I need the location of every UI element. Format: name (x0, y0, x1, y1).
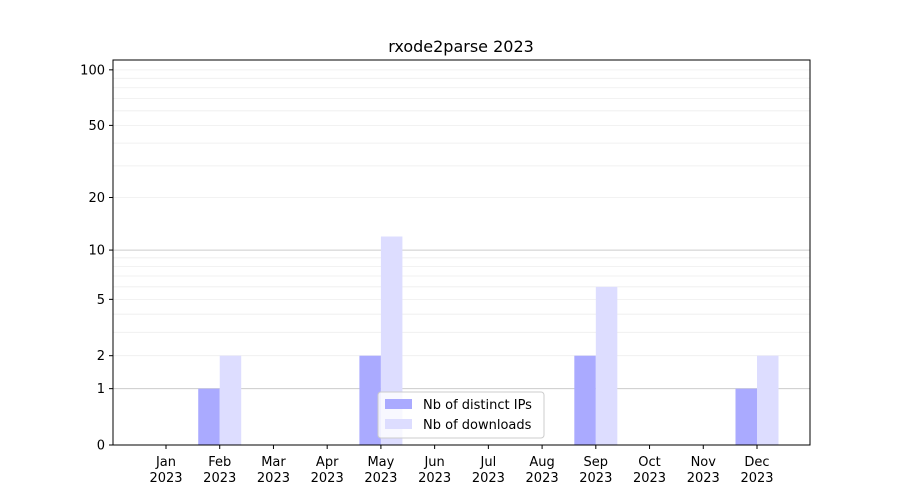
y-tick-label: 2 (97, 349, 105, 364)
y-tick-label: 50 (88, 119, 105, 134)
legend-swatch (385, 419, 412, 429)
y-tick-label: 10 (88, 244, 105, 259)
plot-frame (112, 59, 811, 446)
x-tick-label: Feb (208, 455, 231, 470)
x-tick-label: 2023 (203, 471, 236, 486)
y-tick-label: 0 (97, 439, 105, 454)
x-tick-label: Apr (316, 455, 339, 470)
y-tick-label: 1 (97, 382, 105, 397)
x-tick-label: Oct (638, 455, 660, 470)
x-tick-label: Aug (529, 455, 554, 470)
chart-title: rxode2parse 2023 (388, 37, 534, 56)
x-tick-label: 2023 (311, 471, 344, 486)
y-tick-label: 20 (88, 191, 105, 206)
legend-label: Nb of distinct IPs (423, 398, 532, 413)
bar-distinct-ips (198, 388, 220, 445)
x-tick-label: Dec (744, 455, 769, 470)
x-tick-label: Jul (480, 455, 497, 470)
bar-distinct-ips (574, 355, 596, 445)
bar-distinct-ips (735, 388, 757, 445)
x-tick-label: 2023 (364, 471, 397, 486)
bar-downloads (595, 286, 618, 445)
x-tick-label: 2023 (418, 471, 451, 486)
bar-downloads (219, 355, 242, 445)
x-tick-label: 2023 (687, 471, 720, 486)
x-tick-label: 2023 (740, 471, 773, 486)
x-tick-label: May (367, 455, 394, 470)
x-tick-label: 2023 (149, 471, 182, 486)
x-tick-label: Sep (584, 455, 609, 470)
y-tick-label: 100 (80, 63, 105, 78)
x-tick-label: 2023 (526, 471, 559, 486)
y-tick-label: 5 (97, 293, 105, 308)
x-tick-label: 2023 (257, 471, 290, 486)
x-tick-label: 2023 (633, 471, 666, 486)
x-tick-label: 2023 (472, 471, 505, 486)
x-tick-label: 2023 (579, 471, 612, 486)
bar-distinct-ips (359, 355, 381, 445)
x-tick-label: Mar (261, 455, 286, 470)
legend-swatch (385, 399, 412, 409)
legend-label: Nb of downloads (423, 418, 532, 433)
x-tick-label: Jun (423, 455, 444, 470)
x-tick-label: Jan (155, 455, 176, 470)
legend (377, 391, 545, 439)
bar-downloads (757, 355, 779, 445)
x-tick-label: Nov (691, 455, 717, 470)
